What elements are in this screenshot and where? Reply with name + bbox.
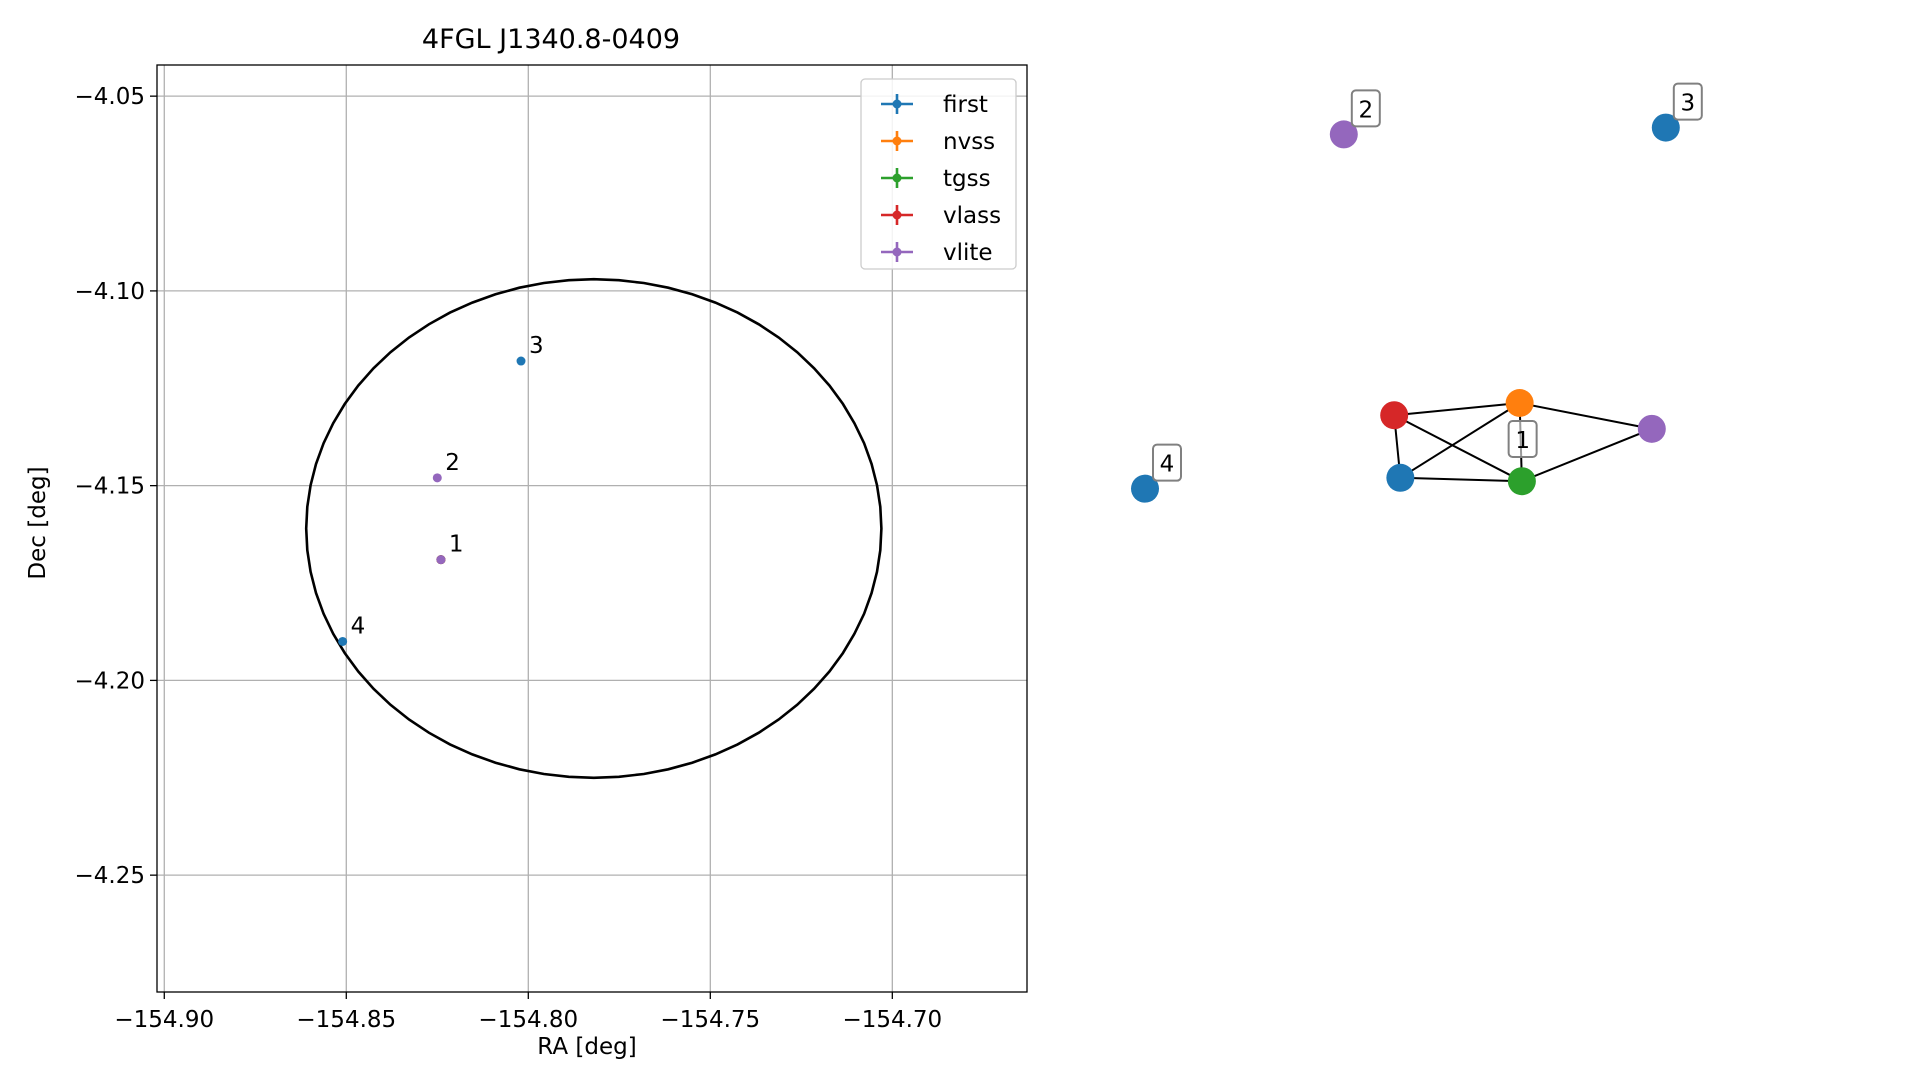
x-axis-label: RA [deg] — [537, 1034, 636, 1060]
graph-edge — [1399, 402, 1521, 479]
data-point-first — [338, 636, 348, 646]
graph-node-label: 2 — [1350, 89, 1381, 128]
legend-marker-dot — [892, 210, 902, 220]
axes-frame — [156, 64, 1028, 993]
legend-label: tgss — [943, 166, 991, 192]
graph-edge — [1393, 414, 1523, 483]
data-point-first — [516, 356, 526, 366]
grid — [157, 65, 1027, 992]
graph-node-label: 3 — [1672, 82, 1703, 121]
legend-marker-dot — [892, 173, 902, 183]
cross-match-graph: 1 2 3 4 — [1131, 82, 1703, 503]
graph-edge — [1400, 476, 1522, 483]
graph-edge — [1519, 402, 1652, 430]
y-tick-label: −4.10 — [75, 279, 145, 305]
point-annotations: 1 2 3 4 — [351, 333, 544, 639]
x-tick-label: −154.75 — [660, 1007, 760, 1033]
sky-position-chart: 1 2 3 4 −154.90 −154.85 −154.80 −154.75 −154.70… — [25, 24, 1028, 1060]
graph-node-labels: 1 2 3 4 — [1152, 82, 1703, 482]
point-annotation: 1 — [449, 532, 464, 558]
point-annotation: 4 — [351, 613, 366, 639]
graph-label-box — [1152, 443, 1182, 482]
graph-label-text: 3 — [1680, 91, 1695, 117]
x-tick-label: −154.90 — [114, 1007, 214, 1033]
localization-ellipse — [304, 277, 883, 780]
graph-node-tgss — [1507, 467, 1536, 496]
graph-node-nvss — [1505, 389, 1534, 417]
point-annotation: 3 — [529, 333, 544, 359]
legend-marker-dot — [892, 247, 902, 257]
x-axis-ticks: −154.90 −154.85 −154.80 −154.75 −154.70 — [114, 992, 942, 1033]
graph-edge — [1394, 402, 1520, 417]
graph-label-box — [1672, 82, 1703, 121]
y-axis-label: Dec [deg] — [25, 466, 51, 579]
graph-label-text: 4 — [1160, 452, 1175, 478]
legend-item-tgss: tgss — [881, 166, 991, 192]
legend-marker-dot — [892, 136, 902, 146]
graph-node-vlass — [1380, 401, 1409, 430]
graph-label-box — [1507, 420, 1538, 458]
data-point-vlite — [436, 555, 446, 565]
y-tick-label: −4.25 — [75, 863, 145, 889]
x-tick-label: −154.85 — [296, 1007, 396, 1033]
graph-node-label: 4 — [1152, 443, 1182, 482]
graph-label-text: 1 — [1515, 428, 1530, 454]
legend-item-vlite: vlite — [881, 240, 993, 266]
graph-node-first — [1131, 474, 1159, 503]
chart-title: 4FGL J1340.8-0409 — [422, 24, 680, 55]
legend-item-first: first — [881, 92, 988, 118]
data-point-vlite — [432, 473, 442, 483]
y-tick-label: −4.20 — [75, 668, 145, 694]
graph-node-first — [1651, 113, 1680, 142]
graph-edge — [1521, 427, 1653, 483]
x-tick-label: −154.70 — [842, 1007, 942, 1033]
legend-label: vlite — [943, 240, 993, 266]
graph-label-text: 2 — [1358, 97, 1373, 123]
legend: first nvss tgss vlass vlite — [860, 78, 1017, 270]
legend-label: first — [943, 92, 988, 118]
legend-item-vlass: vlass — [881, 203, 1001, 229]
x-tick-label: −154.80 — [478, 1007, 578, 1033]
y-tick-label: −4.15 — [75, 474, 145, 500]
legend-marker-dot — [892, 99, 902, 109]
point-annotation: 2 — [445, 450, 460, 476]
graph-node-label: 1 — [1507, 420, 1538, 458]
graph-node-vlite — [1637, 414, 1666, 443]
legend-item-nvss: nvss — [881, 129, 995, 155]
graph-label-box — [1350, 89, 1381, 128]
y-axis-ticks: −4.05 −4.10 −4.15 −4.20 −4.25 — [75, 84, 157, 889]
y-tick-label: −4.05 — [75, 84, 145, 110]
legend-label: nvss — [943, 129, 995, 155]
legend-label: vlass — [943, 203, 1001, 229]
graph-node-vlite — [1329, 120, 1358, 149]
legend-box — [860, 78, 1017, 270]
graph-node-first — [1386, 463, 1415, 492]
graph-nodes — [1131, 113, 1680, 503]
data-points — [338, 356, 526, 646]
